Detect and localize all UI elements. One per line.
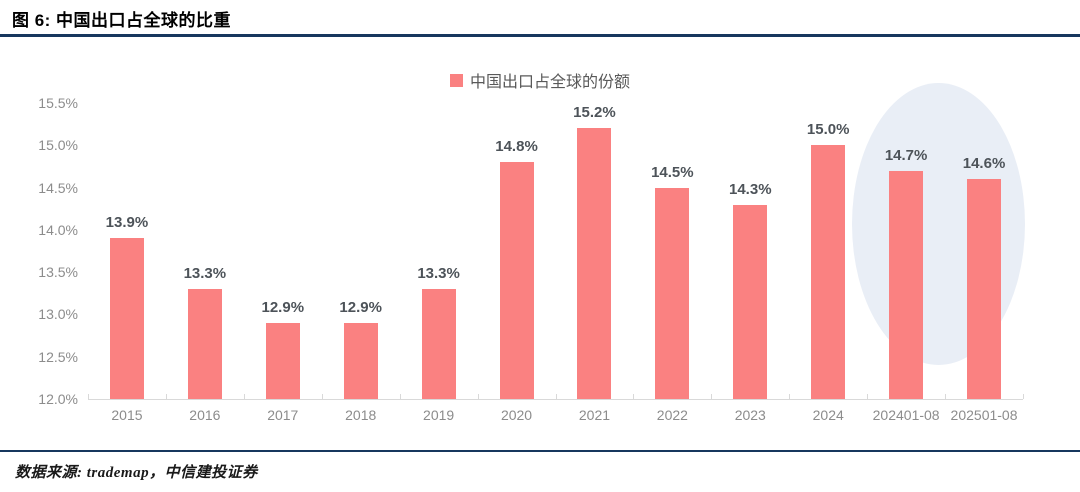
bar-column: 12.9% — [322, 103, 400, 399]
y-axis-tick-label: 13.0% — [38, 306, 78, 323]
bar-value-label: 14.5% — [651, 163, 694, 181]
bar-column: 13.9% — [88, 103, 166, 399]
x-axis-tick — [477, 394, 479, 399]
y-axis-tick-label: 12.5% — [38, 348, 78, 365]
bar-column: 14.5% — [633, 103, 711, 399]
x-axis-tick — [88, 394, 89, 399]
bar-value-label: 14.3% — [729, 180, 772, 198]
x-axis-tick — [555, 394, 557, 399]
x-axis-category-label: 2024 — [812, 407, 844, 423]
x-axis-category-label: 202501-08 — [950, 407, 1018, 423]
x-axis-category-label: 2021 — [578, 407, 611, 423]
data-source-note: 数据来源: trademap，中信建投证券 — [15, 465, 258, 481]
bar-column: 13.3% — [400, 103, 478, 399]
y-axis-tick-label: 14.0% — [38, 221, 78, 238]
bar-column: 13.3% — [166, 103, 244, 399]
bar — [967, 179, 1002, 399]
y-axis-tick-label: 15.5% — [38, 95, 78, 111]
bar-column: 15.0% — [789, 103, 867, 399]
figure-title: 图 6: 中国出口占全球的比重 — [12, 11, 232, 30]
x-axis-tick — [243, 394, 245, 399]
bar-value-label: 15.2% — [573, 104, 616, 122]
x-axis-category-label: 2020 — [500, 407, 533, 423]
x-axis-tick — [399, 394, 401, 399]
y-axis-tick-label: 13.5% — [38, 264, 78, 281]
x-axis-category-label: 202401-08 — [872, 407, 940, 423]
bar — [811, 145, 846, 399]
bar-column: 12.9% — [244, 103, 322, 399]
bar-value-label: 14.8% — [495, 138, 538, 156]
bar-value-label: 15.0% — [806, 121, 850, 139]
x-axis-tick — [633, 394, 635, 399]
bar — [889, 170, 924, 399]
bar — [655, 187, 690, 399]
bar-column: 14.8% — [478, 103, 556, 399]
x-axis-tick — [789, 394, 791, 399]
x-axis-tick — [945, 394, 947, 399]
bar-value-label: 14.7% — [884, 146, 928, 164]
bar-chart-plot-area: 2015 13.9% 2016 13.3% 2017 12.9% 2018 12.9% 2019… — [88, 103, 1024, 423]
footer-divider-rule — [0, 450, 1080, 452]
y-axis: 15.5% 15.0% 14.5% 14.0% 13.5% 13.0% 12.5% 12.0% — [0, 95, 78, 407]
bar-value-label: 12.9% — [339, 298, 382, 316]
bar-column: 15.2% — [556, 103, 634, 399]
bar-column: 14.6% — [945, 103, 1023, 399]
chart-legend: 中国出口占全球的份额 — [0, 68, 1080, 92]
x-axis-category-label: 2023 — [734, 407, 766, 423]
bar — [343, 322, 378, 399]
x-axis-category-label: 2017 — [267, 407, 299, 423]
x-axis-tick — [165, 394, 167, 399]
bar — [265, 322, 300, 399]
y-axis-tick-label: 12.0% — [38, 391, 78, 407]
x-axis-category-label: 2018 — [345, 407, 377, 423]
bar-value-label: 13.3% — [183, 265, 227, 283]
x-axis-category-label: 2019 — [423, 407, 455, 423]
bar — [499, 162, 534, 399]
bar-value-label: 13.3% — [417, 265, 460, 283]
bar — [733, 204, 768, 399]
y-axis-tick-label: 14.5% — [38, 179, 78, 196]
legend-label: 中国出口占全球的份额 — [469, 74, 630, 91]
x-axis-tick — [321, 394, 323, 399]
x-axis-tick — [867, 394, 869, 399]
bar — [187, 289, 222, 399]
title-divider-rule — [0, 34, 1080, 37]
x-axis-tick — [711, 394, 713, 399]
bar-value-label: 14.6% — [962, 155, 1006, 173]
x-axis-baseline — [88, 399, 1023, 400]
bar — [109, 238, 144, 399]
bar — [577, 128, 612, 399]
bar-column: 14.3% — [711, 103, 789, 399]
x-axis-category-label: 2016 — [189, 407, 221, 423]
legend-swatch-icon — [449, 73, 463, 87]
bar-column: 14.7% — [867, 103, 945, 399]
bar-value-label: 13.9% — [105, 214, 149, 232]
y-axis-tick-label: 15.0% — [38, 137, 78, 154]
x-axis-category-label: 2022 — [656, 407, 688, 423]
bar — [421, 289, 456, 399]
bar-value-label: 12.9% — [261, 298, 305, 316]
x-axis-tick — [1023, 394, 1024, 399]
x-axis-category-label: 2015 — [111, 407, 143, 423]
